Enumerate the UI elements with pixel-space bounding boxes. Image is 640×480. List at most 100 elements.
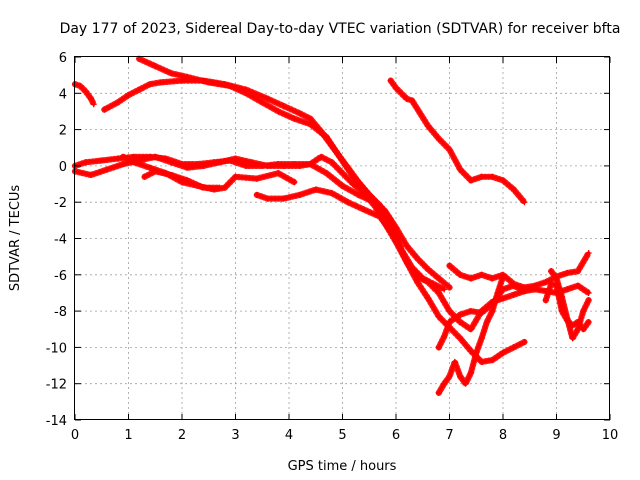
data-point xyxy=(510,291,517,298)
data-point xyxy=(232,155,239,162)
data-point xyxy=(275,170,282,177)
data-point xyxy=(435,135,442,142)
chart-title: Day 177 of 2023, Sidereal Day-to-day VTE… xyxy=(60,21,621,37)
data-point xyxy=(478,173,485,180)
data-point xyxy=(483,318,490,325)
data-point xyxy=(355,179,362,186)
x-tick-label: 4 xyxy=(285,428,293,443)
data-point xyxy=(253,175,260,182)
x-tick-labels: 0 1 2 3 4 5 6 7 8 9 10 xyxy=(71,428,618,443)
y-tick-label: -4 xyxy=(54,233,67,248)
data-point xyxy=(457,373,464,380)
y-tick-label: -6 xyxy=(54,269,67,284)
data-point xyxy=(307,121,314,128)
series-arc-d xyxy=(387,77,528,206)
series-arc-i xyxy=(253,186,448,293)
data-point xyxy=(101,106,108,113)
data-point xyxy=(574,282,581,289)
y-tick-label: -12 xyxy=(46,378,67,393)
data-point xyxy=(467,177,474,184)
series-markers xyxy=(136,55,405,253)
data-point xyxy=(478,358,485,365)
data-point xyxy=(104,166,111,173)
data-point xyxy=(564,269,571,276)
data-point xyxy=(157,79,164,86)
data-point xyxy=(467,326,474,333)
data-point xyxy=(280,103,287,110)
data-point xyxy=(489,173,496,180)
x-tick-label: 2 xyxy=(178,428,186,443)
data-point xyxy=(82,88,89,95)
data-point xyxy=(82,159,89,166)
data-point xyxy=(280,195,287,202)
data-point xyxy=(328,190,335,197)
data-point xyxy=(259,99,266,106)
data-point xyxy=(264,162,271,169)
data-point xyxy=(425,122,432,129)
data-point xyxy=(457,318,464,325)
data-point xyxy=(585,318,592,325)
y-tick-label: 2 xyxy=(59,124,67,139)
data-point xyxy=(574,326,581,333)
data-point xyxy=(585,250,592,257)
data-point xyxy=(296,191,303,198)
data-point xyxy=(398,246,405,253)
data-point xyxy=(98,157,105,164)
data-point xyxy=(200,162,207,169)
y-tick-label: -10 xyxy=(46,341,67,356)
data-point xyxy=(339,170,346,177)
data-point xyxy=(478,309,485,316)
data-point xyxy=(323,133,330,140)
data-point xyxy=(451,358,458,365)
data-point xyxy=(125,92,132,99)
data-point xyxy=(510,186,517,193)
data-point xyxy=(184,177,191,184)
data-point xyxy=(409,97,416,104)
data-point xyxy=(168,70,175,77)
plot-frame xyxy=(74,56,610,420)
data-point xyxy=(120,153,127,160)
series-line xyxy=(137,57,403,252)
data-point xyxy=(120,161,127,168)
data-point xyxy=(521,288,528,295)
data-point xyxy=(90,101,97,108)
data-point xyxy=(446,318,453,325)
data-point xyxy=(521,338,528,345)
x-tick-label: 5 xyxy=(338,428,346,443)
data-point xyxy=(350,181,357,188)
data-point xyxy=(114,155,121,162)
data-point xyxy=(387,228,394,235)
data-point xyxy=(307,115,314,122)
series-arc-j xyxy=(446,249,592,291)
series-arc-n xyxy=(548,268,592,342)
series-arc-f xyxy=(71,153,528,333)
data-point xyxy=(184,164,191,171)
y-tick-label: -14 xyxy=(46,414,67,429)
data-point xyxy=(296,162,303,169)
data-point xyxy=(221,184,228,191)
x-tick-label: 1 xyxy=(124,428,132,443)
data-point xyxy=(136,86,143,93)
data-point xyxy=(564,315,571,322)
data-point xyxy=(569,335,576,342)
y-axis-label: SDTVAR / TECUs xyxy=(8,185,23,292)
data-point xyxy=(232,173,239,180)
data-point xyxy=(88,95,95,102)
data-point xyxy=(168,159,175,166)
data-point xyxy=(425,266,432,273)
data-point xyxy=(441,286,448,293)
data-point xyxy=(216,159,223,166)
data-point xyxy=(553,275,560,282)
data-point xyxy=(264,95,271,102)
series-arc-h xyxy=(141,168,223,191)
series-markers xyxy=(71,153,528,365)
data-point xyxy=(146,164,153,171)
data-point xyxy=(248,159,255,166)
data-point xyxy=(114,99,121,106)
data-point xyxy=(435,344,442,351)
data-point xyxy=(328,159,335,166)
data-point xyxy=(446,308,453,315)
data-point xyxy=(344,199,351,206)
data-point xyxy=(275,108,282,115)
